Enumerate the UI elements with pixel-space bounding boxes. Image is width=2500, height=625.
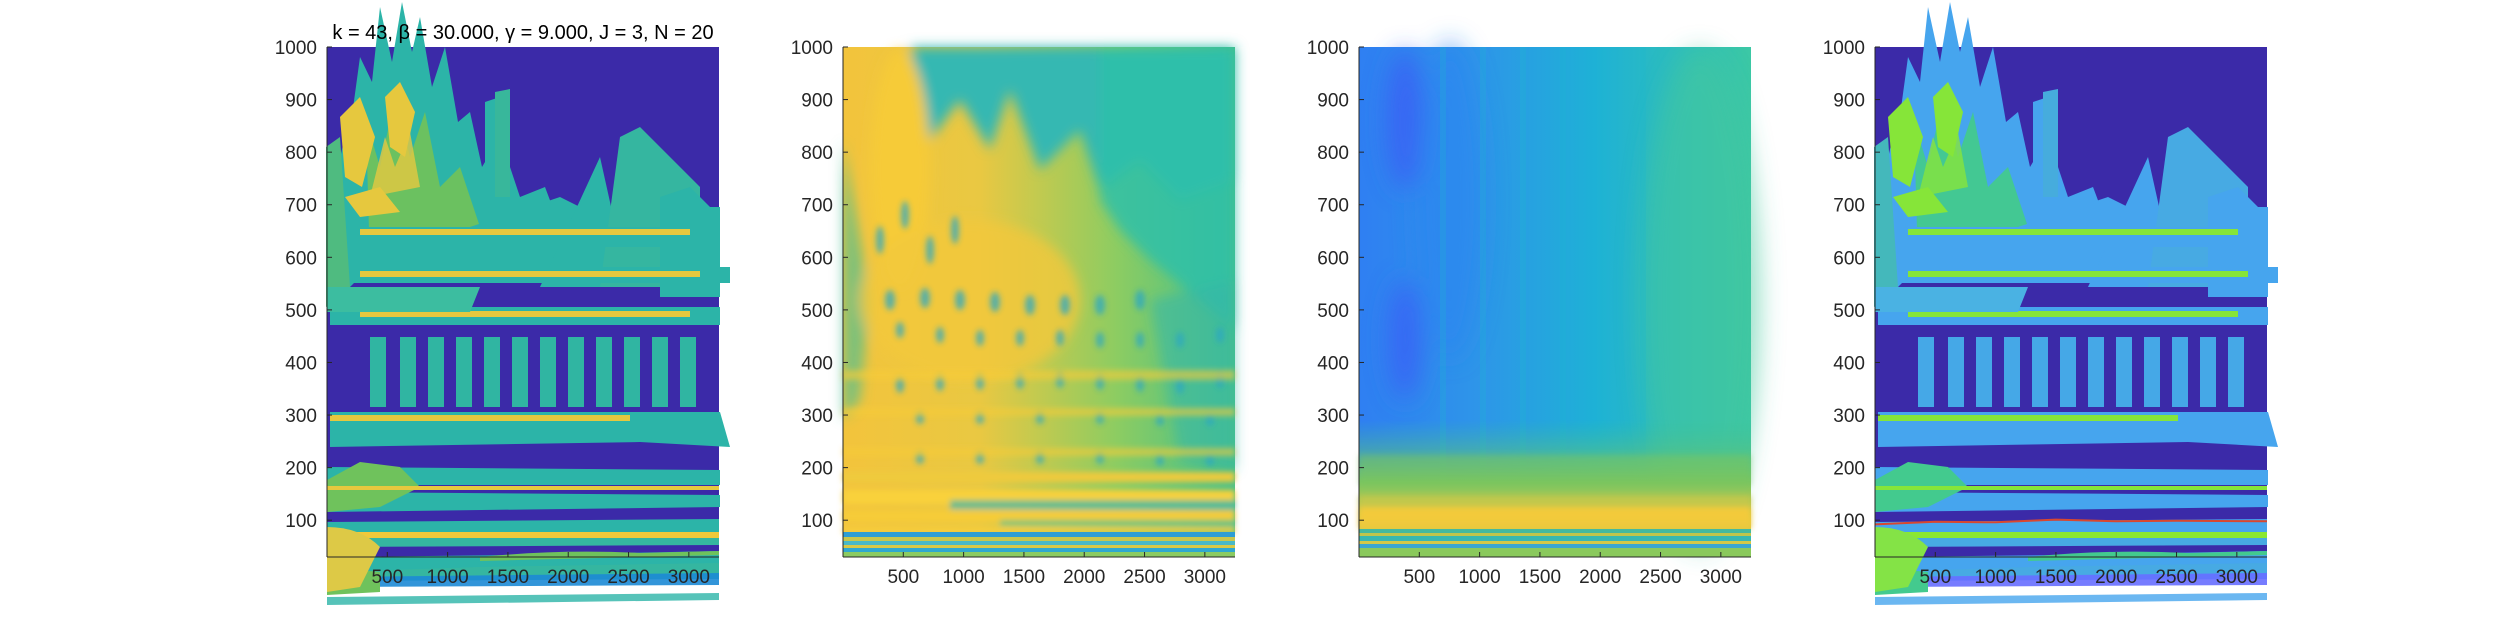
x-tick-label: 1500 <box>1519 567 1561 588</box>
x-tick-label: 1500 <box>487 567 529 588</box>
x-tick-label: 2500 <box>607 567 649 588</box>
x-tick-label: 2000 <box>1063 567 1105 588</box>
panel-2: 500 1000 1500 2000 2500 3000 100 200 300 400 500 60… <box>791 38 1235 588</box>
y-tick-label: 300 <box>1317 406 1349 427</box>
y-tick-label: 800 <box>285 143 317 164</box>
y-tick-label: 200 <box>1833 459 1865 480</box>
x-tick-label: 2000 <box>547 567 589 588</box>
y-tick-label: 500 <box>801 301 833 322</box>
y-tick-label: 1000 <box>1823 38 1865 59</box>
x-tick-label: 500 <box>887 567 919 588</box>
x-tick-label: 500 <box>1403 567 1435 588</box>
x-tick-label: 1500 <box>2035 567 2077 588</box>
y-tick-label: 300 <box>801 406 833 427</box>
y-tick-label: 800 <box>1833 143 1865 164</box>
x-tick-label: 2500 <box>2155 567 2197 588</box>
y-tick-label: 100 <box>1317 511 1349 532</box>
x-tick-label: 2000 <box>1579 567 1621 588</box>
y-tick-label: 700 <box>1317 196 1349 217</box>
y-tick-label: 300 <box>1833 406 1865 427</box>
x-tick-label: 1000 <box>1458 567 1500 588</box>
y-tick-label: 400 <box>801 353 833 374</box>
x-tick-label: 1500 <box>1003 567 1045 588</box>
x-tick-label: 500 <box>371 567 403 588</box>
y-tick-label: 1000 <box>1307 38 1349 59</box>
y-tick-label: 500 <box>1317 301 1349 322</box>
y-tick-label: 900 <box>1833 91 1865 112</box>
x-tick-label: 2500 <box>1123 567 1165 588</box>
y-tick-label: 800 <box>801 143 833 164</box>
x-tick-label: 3000 <box>1184 567 1226 588</box>
y-tick-label: 200 <box>285 459 317 480</box>
y-tick-label: 100 <box>801 511 833 532</box>
panel-1-title: k = 43, β = 30.000, γ = 9.000, J = 3, N … <box>332 22 713 44</box>
y-tick-label: 500 <box>285 301 317 322</box>
panel-2-heatmap <box>843 47 1235 557</box>
x-tick-label: 500 <box>1919 567 1951 588</box>
y-tick-label: 1000 <box>275 38 317 59</box>
y-tick-label: 600 <box>1317 248 1349 269</box>
x-tick-label: 2500 <box>1639 567 1681 588</box>
x-tick-label: 3000 <box>1700 567 1742 588</box>
y-tick-label: 100 <box>1833 511 1865 532</box>
y-tick-label: 500 <box>1833 301 1865 322</box>
y-tick-label: 800 <box>1317 143 1349 164</box>
y-tick-label: 200 <box>1317 459 1349 480</box>
x-tick-label: 1000 <box>426 567 468 588</box>
y-tick-label: 200 <box>801 459 833 480</box>
y-tick-label: 900 <box>1317 91 1349 112</box>
y-tick-label: 300 <box>285 406 317 427</box>
x-tick-label: 3000 <box>668 567 710 588</box>
x-tick-label: 3000 <box>2216 567 2258 588</box>
panel-3: 500 1000 1500 2000 2500 3000 100 200 300 400 500 60… <box>1307 38 1760 588</box>
y-tick-label: 700 <box>285 196 317 217</box>
y-tick-label: 400 <box>1833 353 1865 374</box>
y-tick-label: 600 <box>801 248 833 269</box>
y-tick-label: 900 <box>285 91 317 112</box>
y-tick-label: 700 <box>801 196 833 217</box>
y-tick-label: 1000 <box>791 38 833 59</box>
y-tick-label: 100 <box>285 511 317 532</box>
y-tick-label: 900 <box>801 91 833 112</box>
y-tick-label: 600 <box>1833 248 1865 269</box>
y-tick-label: 600 <box>285 248 317 269</box>
y-tick-label: 400 <box>285 353 317 374</box>
x-tick-label: 1000 <box>1974 567 2016 588</box>
panel-4: 500 1000 1500 2000 2500 3000 100 200 300 400 500 60… <box>1823 2 2278 605</box>
x-tick-label: 1000 <box>942 567 984 588</box>
y-tick-label: 400 <box>1317 353 1349 374</box>
panel-1: 500 1000 1500 2000 2500 3000 100 200 300 400 500 60… <box>275 2 730 605</box>
x-tick-label: 2000 <box>2095 567 2137 588</box>
y-tick-label: 700 <box>1833 196 1865 217</box>
